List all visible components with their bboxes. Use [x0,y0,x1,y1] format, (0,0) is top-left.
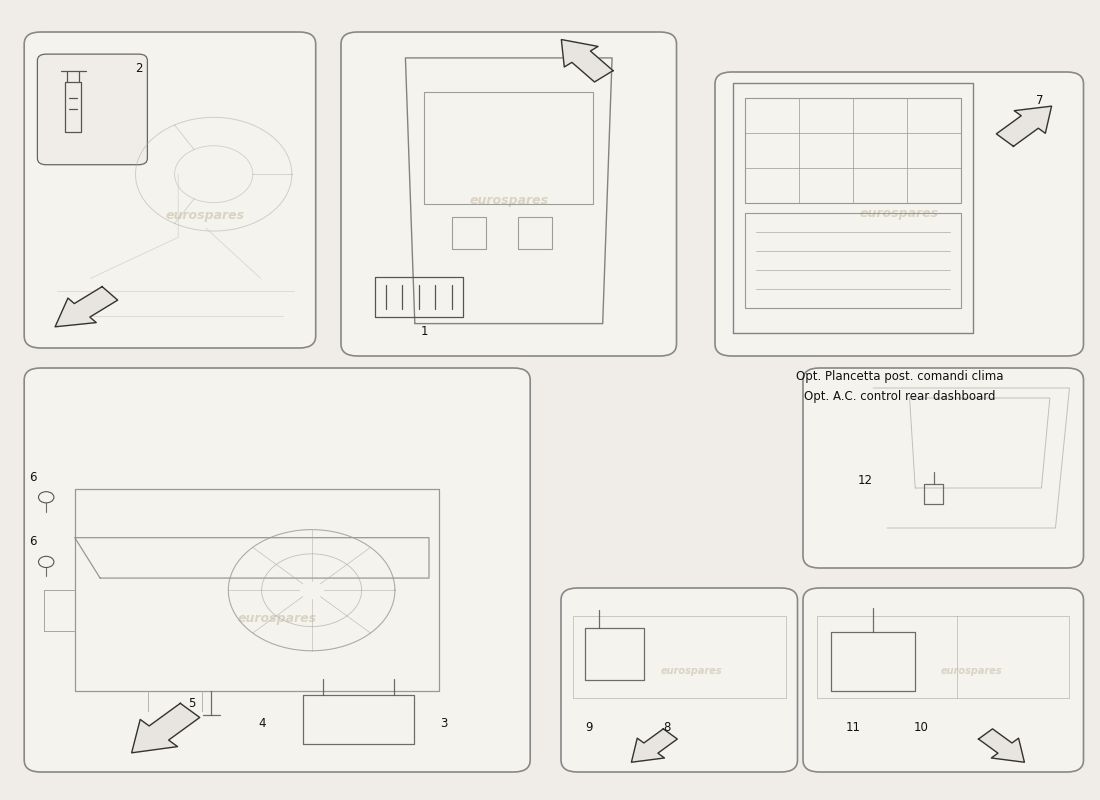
FancyBboxPatch shape [341,32,676,356]
Text: 6: 6 [30,470,36,483]
FancyBboxPatch shape [803,588,1084,772]
Polygon shape [55,286,118,326]
Polygon shape [132,703,200,753]
Text: 7: 7 [1035,94,1043,107]
Text: 8: 8 [663,722,671,734]
FancyBboxPatch shape [37,54,147,165]
Text: eurospares: eurospares [660,666,722,676]
Polygon shape [979,729,1024,762]
Polygon shape [997,106,1052,146]
FancyBboxPatch shape [24,368,530,772]
Text: 1: 1 [420,325,428,338]
Text: 6: 6 [30,535,36,548]
Text: eurospares: eurospares [470,194,548,207]
Text: Opt. A.C. control rear dashboard: Opt. A.C. control rear dashboard [803,390,996,402]
Text: 9: 9 [585,722,593,734]
Text: eurospares: eurospares [860,207,938,221]
Text: Opt. Plancetta post. comandi clima: Opt. Plancetta post. comandi clima [795,370,1003,383]
Text: 5: 5 [188,697,196,710]
Text: 10: 10 [913,722,928,734]
Text: eurospares: eurospares [940,666,1002,676]
FancyBboxPatch shape [24,32,316,348]
FancyBboxPatch shape [561,588,798,772]
Text: 2: 2 [135,62,142,75]
Text: 12: 12 [857,474,872,486]
Text: eurospares: eurospares [238,612,317,625]
Polygon shape [631,729,678,762]
Text: 11: 11 [846,722,861,734]
FancyBboxPatch shape [715,72,1084,356]
Text: 3: 3 [440,717,448,730]
Text: eurospares: eurospares [165,209,244,222]
Polygon shape [561,39,613,82]
Text: 4: 4 [258,717,266,730]
FancyBboxPatch shape [803,368,1084,568]
